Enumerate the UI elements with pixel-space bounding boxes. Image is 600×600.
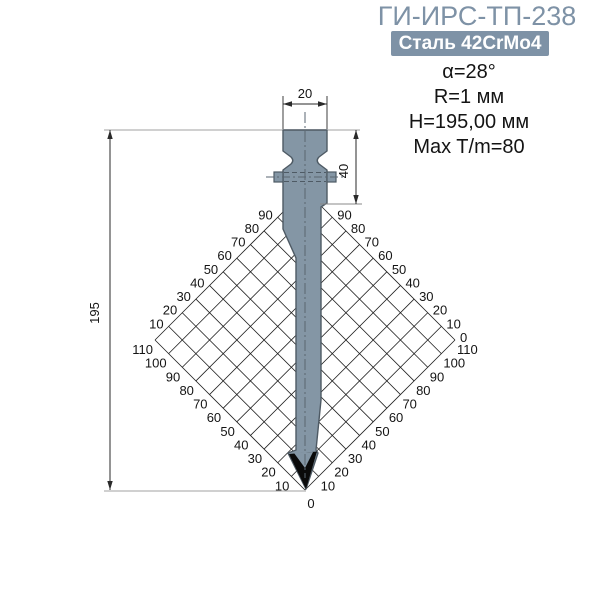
- grid-scale-label: 70: [402, 397, 416, 412]
- spec-max-tonnage: Max T/m=80: [413, 136, 525, 158]
- grid-scale-label: 80: [245, 221, 259, 236]
- grid-origin-label: 0: [307, 496, 314, 511]
- grid-scale-label: 40: [234, 437, 248, 452]
- grid-scale-label: 40: [405, 275, 419, 290]
- grid-line: [304, 189, 456, 341]
- grid-scale-label: 30: [248, 451, 262, 466]
- grid-scale-label: 60: [378, 248, 392, 263]
- grid-scale-label: 40: [362, 437, 376, 452]
- grid-scale-label: 70: [193, 397, 207, 412]
- grid-scale-label: 100: [443, 356, 465, 371]
- grid-scale-label: 20: [261, 465, 275, 480]
- punch-tip: [289, 451, 317, 489]
- grid-scale-label: 90: [166, 369, 180, 384]
- grid-line: [304, 339, 456, 491]
- grid-scale-label: 60: [217, 248, 231, 263]
- grid-scale-label: 90: [430, 369, 444, 384]
- grid-line: [263, 230, 415, 382]
- grid-scale-label: 60: [207, 410, 221, 425]
- grid-line: [154, 189, 306, 341]
- grid-line: [209, 285, 360, 436]
- grid-scale-label: 50: [204, 262, 218, 277]
- grid-scale-label: 10: [275, 478, 289, 493]
- grid-scale-label: 50: [392, 262, 406, 277]
- dimension-label-clamp: 40: [336, 164, 351, 178]
- grid-scale-label: 110: [457, 342, 478, 357]
- grid-line: [263, 298, 415, 450]
- spec-radius: R=1 мм: [433, 86, 505, 108]
- dimension-arrow: [353, 130, 359, 139]
- spec-height: H=195,00 мм: [408, 111, 530, 133]
- spec-angle: α=28°: [442, 61, 496, 83]
- dimension-arrow: [107, 481, 113, 490]
- grid-scale-label: 30: [176, 289, 190, 304]
- spec-list: α=28° R=1 мм H=195,00 мм Max T/m=80: [358, 60, 580, 160]
- grid-scale-label: 30: [419, 289, 433, 304]
- grid-line: [250, 244, 401, 395]
- grid-scale-label: 60: [389, 410, 403, 425]
- grid-line: [209, 244, 360, 395]
- grid-scale-label: 20: [433, 303, 447, 318]
- dimension-arrow: [318, 101, 327, 107]
- dimension-label-width: 20: [298, 86, 312, 101]
- dimension-arrow: [353, 195, 359, 204]
- grid-scale-label: 70: [365, 235, 379, 250]
- punch-tip-inner: [294, 452, 313, 468]
- grid-scale-label: 10: [149, 316, 163, 331]
- dimension-label-height: 195: [87, 302, 102, 324]
- grid-scale-label: 20: [334, 465, 348, 480]
- grid-scale-label: 20: [163, 303, 177, 318]
- grid-scale-label: 50: [375, 424, 389, 439]
- grid-scale-label: 50: [220, 424, 234, 439]
- grid-scale-label: 80: [416, 383, 430, 398]
- grid-scale-label: 70: [231, 235, 245, 250]
- product-title: ГИ-ИРС-ТП-238: [377, 1, 577, 31]
- grid-scale-label: 100: [145, 356, 167, 371]
- grid-scale-label: 10: [321, 478, 335, 493]
- grid-line: [250, 285, 401, 436]
- dimension-arrow: [107, 130, 113, 139]
- grid-scale-label: 10: [446, 316, 460, 331]
- grid-scale-label: 80: [179, 383, 193, 398]
- grid-scale-label: 90: [258, 207, 272, 222]
- grid-scale-label: 110: [132, 342, 153, 357]
- dimension-arrow: [283, 101, 292, 107]
- grid-line: [195, 298, 347, 450]
- grid-scale-label: 80: [351, 221, 365, 236]
- steel-grade-badge: Сталь 42CrMo4: [391, 31, 549, 56]
- grid-line: [154, 339, 306, 491]
- grid-scale-label: 40: [190, 275, 204, 290]
- grid-scale-label: 0: [460, 330, 467, 345]
- grid-scale-label: 90: [337, 207, 351, 222]
- grid-scale-label: 30: [348, 451, 362, 466]
